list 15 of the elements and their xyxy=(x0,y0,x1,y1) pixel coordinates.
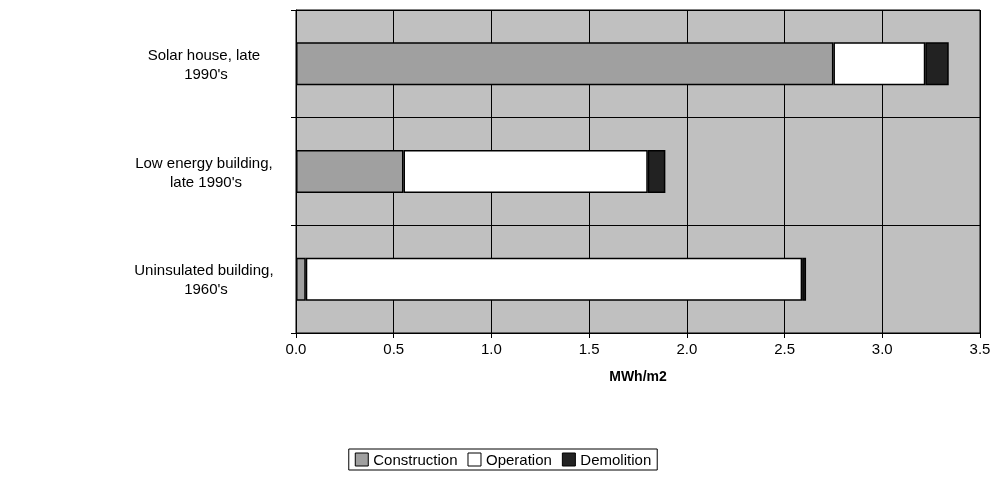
x-axis-title: MWh/m2 xyxy=(609,368,667,384)
x-tick-label: 0.5 xyxy=(383,340,405,357)
legend-label: Demolition xyxy=(580,451,652,468)
x-tick-label: 1.5 xyxy=(578,340,600,357)
y-tick-label: Uninsulated building, 1960's xyxy=(134,261,278,298)
x-tick-label: 2.0 xyxy=(676,340,698,357)
x-tick-label: 3.0 xyxy=(871,340,893,357)
y-tick-label: Solar house, late 1990's xyxy=(147,45,265,82)
y-tick-label: Low energy building, late 1990's xyxy=(135,153,277,190)
legend-label: Operation xyxy=(485,451,552,468)
x-tick-label: 3.5 xyxy=(969,340,991,357)
x-tick-label: 1.0 xyxy=(481,340,502,357)
legend-label: Construction xyxy=(373,451,458,468)
x-tick-label: 0.0 xyxy=(285,340,307,357)
x-tick-label: 2.5 xyxy=(774,340,795,357)
